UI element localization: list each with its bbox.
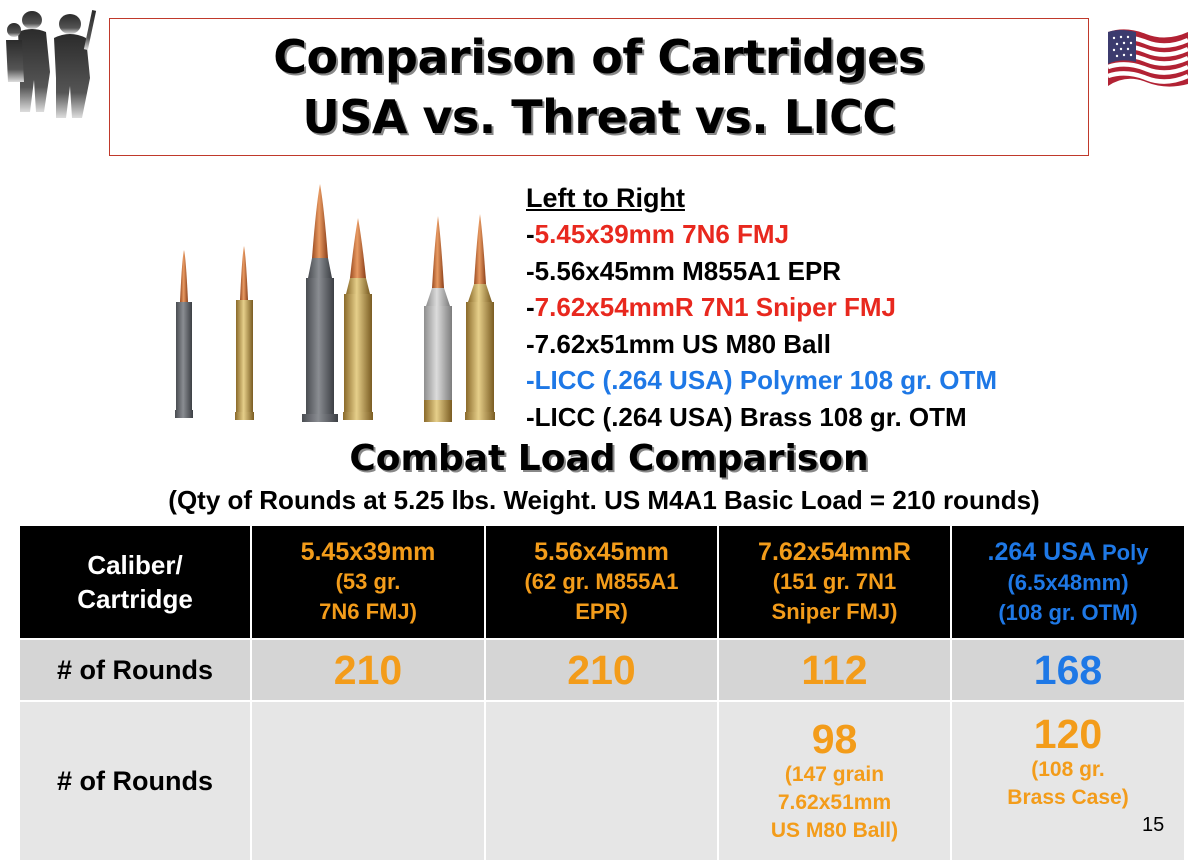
row-label: # of Rounds xyxy=(18,700,252,862)
header-line3: EPR) xyxy=(575,599,628,624)
row-label: # of Rounds xyxy=(18,638,252,702)
header-line3: (108 gr. OTM) xyxy=(998,599,1138,625)
header-cell: .264 USA Poly (6.5x48mm) (108 gr. OTM) xyxy=(950,524,1186,640)
header-line1: 5.56x45mm xyxy=(534,538,669,566)
header-line1: 5.45x39mm xyxy=(300,538,436,566)
rounds-value: 210 xyxy=(333,647,403,693)
list-item-text: 7.62x54mmR 7N1 Sniper FMJ xyxy=(534,292,896,322)
page-number: 15 xyxy=(1142,814,1165,836)
rounds-value: 168 xyxy=(1033,647,1103,693)
header-label-line1: Caliber/ xyxy=(87,550,183,580)
header-line1: .264 USA Poly xyxy=(952,537,1184,568)
empty-cell xyxy=(250,700,486,862)
empty-cell xyxy=(484,700,719,862)
rounds-value: 112 xyxy=(801,647,868,693)
header-line1a: .264 USA xyxy=(987,537,1096,566)
rounds-note: (147 grain xyxy=(784,763,885,786)
header-cell: 7.62x54mmR (151 gr. 7N1 Sniper FMJ) xyxy=(717,524,952,640)
title-box: Comparison of Cartridges USA vs. Threat … xyxy=(109,18,1089,156)
header-line2: (62 gr. M855A1 xyxy=(524,569,679,594)
combat-load-title: Combat Load Comparison xyxy=(349,438,869,479)
value-cell: 120 (108 gr. Brass Case) xyxy=(950,700,1186,862)
rounds-value: 210 xyxy=(567,647,636,693)
table-row: # of Rounds 98 (147 grain 7.62x51mm US M… xyxy=(18,700,1186,862)
cartridge-5-56x45 xyxy=(235,246,254,420)
table-row: # of Rounds 210 210 112 168 xyxy=(18,638,1186,702)
title-line-1: Comparison of Cartridges xyxy=(273,30,925,84)
value-cell: 112 xyxy=(717,638,952,702)
header-line1b: Poly xyxy=(1101,539,1149,565)
list-dash: - xyxy=(526,219,535,249)
soldiers-silhouette-icon xyxy=(6,10,97,118)
header-cell: 5.45x39mm (53 gr. 7N6 FMJ) xyxy=(250,524,486,640)
list-dash: - xyxy=(526,328,535,359)
left-to-right-list: Left to Right -5.45x39mm 7N6 FMJ -5.56x4… xyxy=(526,180,997,435)
header-label-line2: Cartridge xyxy=(77,584,193,614)
cartridge-7-62x54r xyxy=(302,184,338,422)
header-line1: 7.62x54mmR xyxy=(758,538,911,566)
list-item-text: 5.56x45mm M855A1 EPR xyxy=(534,255,842,286)
cartridge-7-62x51 xyxy=(343,218,373,420)
rounds-note: Brass Case) xyxy=(1007,786,1129,809)
list-item: -7.62x51mm US M80 Ball xyxy=(526,326,997,363)
list-dash: - xyxy=(526,401,535,432)
comparison-table: Caliber/ Cartridge 5.45x39mm (53 gr. 7N6… xyxy=(18,524,1186,862)
header-line2: (53 gr. xyxy=(335,569,401,594)
list-item-text: 7.62x51mm US M80 Ball xyxy=(534,328,831,359)
rounds-value: 98 xyxy=(811,716,858,762)
list-item-text: 5.45x39mm 7N6 FMJ xyxy=(534,219,790,249)
list-item-text: LICC (.264 USA) Polymer 108 gr. OTM xyxy=(534,365,998,395)
list-item: -7.62x54mmR 7N1 Sniper FMJ xyxy=(526,289,997,326)
header-line3: Sniper FMJ) xyxy=(771,599,898,624)
header-cell: 5.56x45mm (62 gr. M855A1 EPR) xyxy=(484,524,719,640)
combat-load-caption: (Qty of Rounds at 5.25 lbs. Weight. US M… xyxy=(168,485,1040,515)
list-item: -LICC (.264 USA) Polymer 108 gr. OTM xyxy=(526,362,997,399)
rounds-note: 7.62x51mm xyxy=(777,791,892,814)
value-cell: 210 xyxy=(484,638,719,702)
header-line2: (6.5x48mm) xyxy=(1007,569,1129,595)
list-dash: - xyxy=(526,365,535,395)
header-line3: 7N6 FMJ) xyxy=(319,599,417,624)
list-item-text: LICC (.264 USA) Brass 108 gr. OTM xyxy=(534,401,967,432)
title-line-2: USA vs. Threat vs. LICC xyxy=(302,90,896,144)
left-to-right-heading: Left to Right xyxy=(526,183,685,213)
rounds-note: (108 gr. xyxy=(1031,758,1105,781)
us-flag-icon xyxy=(1107,29,1189,87)
header-line2: (151 gr. 7N1 xyxy=(772,569,897,594)
rounds-value: 120 xyxy=(1033,711,1103,757)
list-item: -5.56x45mm M855A1 EPR xyxy=(526,253,997,290)
value-cell: 168 xyxy=(950,638,1186,702)
header-label-cell: Caliber/ Cartridge xyxy=(18,524,252,640)
cartridges-photo xyxy=(175,184,495,422)
cartridge-licc-brass xyxy=(465,214,495,420)
value-cell: 98 (147 grain 7.62x51mm US M80 Ball) xyxy=(717,700,952,862)
list-dash: - xyxy=(526,255,535,286)
cartridge-licc-polymer xyxy=(424,216,452,422)
cartridge-5-45x39 xyxy=(175,250,193,418)
rounds-note: US M80 Ball) xyxy=(770,819,899,842)
list-item: -LICC (.264 USA) Brass 108 gr. OTM xyxy=(526,399,997,436)
table-header-row: Caliber/ Cartridge 5.45x39mm (53 gr. 7N6… xyxy=(18,524,1186,640)
value-cell: 210 xyxy=(250,638,486,702)
list-item: -5.45x39mm 7N6 FMJ xyxy=(526,216,997,253)
list-dash: - xyxy=(526,292,535,322)
